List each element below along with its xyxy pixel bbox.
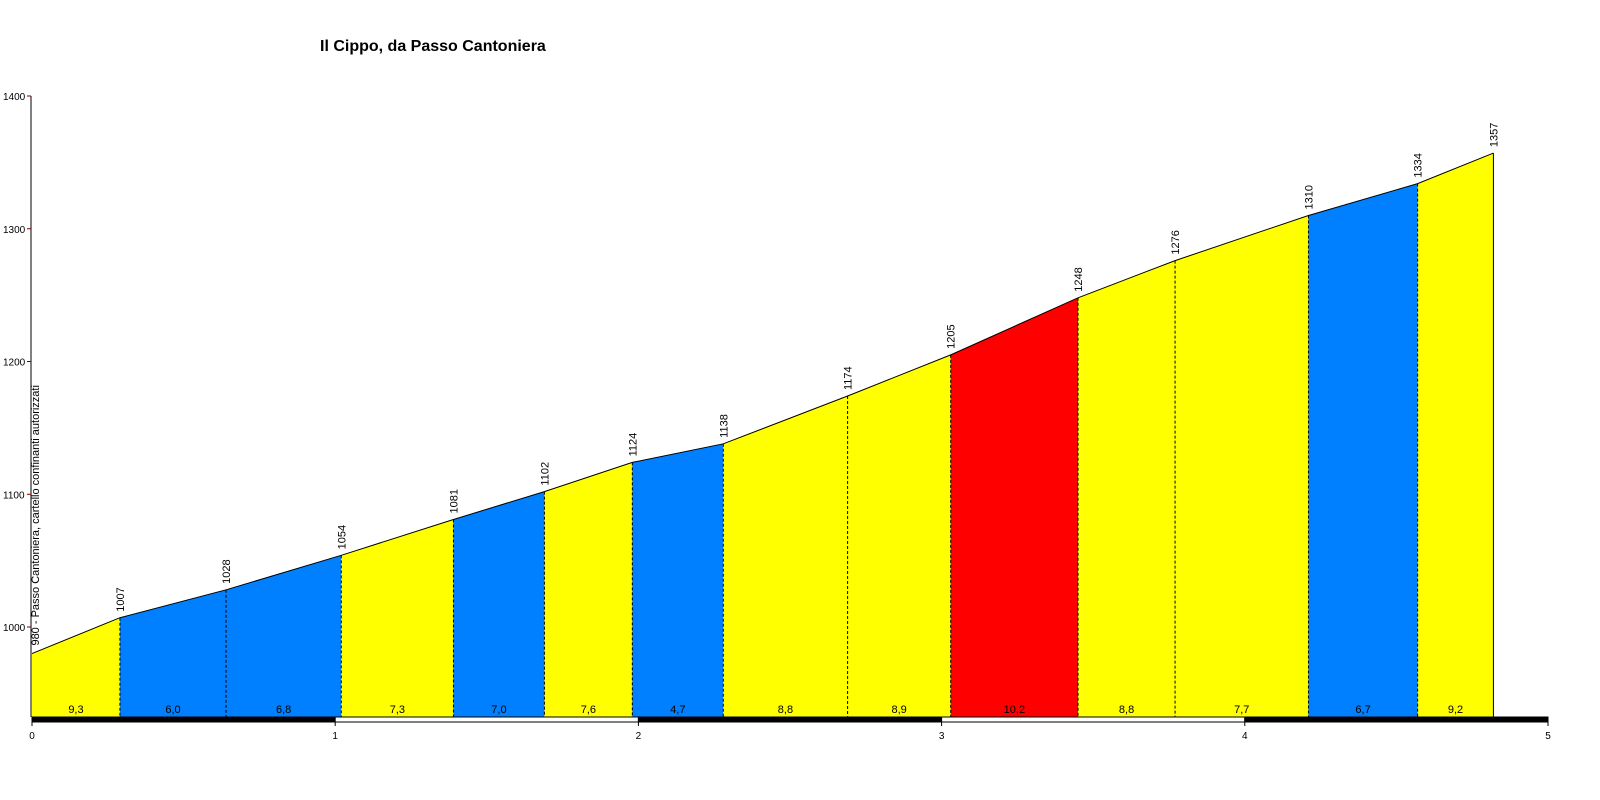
grade-segment <box>1417 153 1494 717</box>
grade-segment <box>119 589 227 717</box>
y-tick-label: 1000 <box>3 623 26 634</box>
grade-segment <box>1175 215 1309 717</box>
grade-segment <box>1308 183 1418 718</box>
elevation-label: 1138 <box>718 414 730 438</box>
y-tick-label: 1400 <box>3 92 26 103</box>
elevation-label: 1276 <box>1170 230 1182 254</box>
grade-label: 7,6 <box>581 704 596 716</box>
x-tick-label: 2 <box>636 731 642 742</box>
grade-segments <box>32 153 1494 718</box>
x-tick-label: 3 <box>939 731 945 742</box>
elevation-label: 1007 <box>115 587 127 611</box>
grade-segment <box>1078 260 1176 717</box>
elevation-label: 1174 <box>843 366 855 390</box>
grade-segment <box>453 491 545 717</box>
grade-label: 8,8 <box>1119 704 1134 716</box>
elevation-profile-line <box>31 152 1494 655</box>
x-tick-label: 0 <box>29 731 35 742</box>
elevation-label: 1334 <box>1413 153 1425 177</box>
grade-label: 9,3 <box>68 704 83 716</box>
grade-label: 6,7 <box>1355 704 1370 716</box>
km-bar <box>941 716 1246 723</box>
chart-title: Il Cippo, da Passo Cantoniera <box>320 38 546 55</box>
elevation-label: 1028 <box>221 559 233 583</box>
grade-segment <box>32 617 120 717</box>
y-tick-label: 1300 <box>3 225 26 236</box>
x-tick-label: 1 <box>332 731 338 742</box>
grade-label: 7,3 <box>390 704 405 716</box>
x-tick-label: 4 <box>1242 731 1248 742</box>
grade-label: 6,8 <box>276 704 291 716</box>
elevation-label: 1205 <box>946 324 958 348</box>
grade-segment <box>950 297 1079 717</box>
x-axis: 0 1 2 3 4 5 <box>29 716 1551 742</box>
grade-segment <box>847 354 951 717</box>
grade-label: 4,7 <box>670 704 685 716</box>
elevation-label: 1310 <box>1303 185 1315 209</box>
grade-segment <box>632 443 724 717</box>
km-bar <box>31 716 336 723</box>
elevation-label: 1054 <box>336 525 348 549</box>
grade-label: 7,7 <box>1234 704 1249 716</box>
elevation-label: 1102 <box>539 462 551 486</box>
grade-segment <box>723 396 848 717</box>
x-tick-label: 5 <box>1545 731 1551 742</box>
grade-label: 8,8 <box>778 704 793 716</box>
y-axis: 1000 1100 1200 1300 1400 <box>3 92 32 717</box>
grade-label: 6,0 <box>165 704 180 716</box>
y-tick-label: 1100 <box>3 490 25 501</box>
elevation-label: 1124 <box>627 433 639 457</box>
elevation-label: 1081 <box>448 489 460 513</box>
elevation-labels: 1007 1028 1054 1081 1102 1124 1138 1174 1205 1248… <box>115 123 1500 612</box>
grade-segment <box>226 555 342 717</box>
elevation-label: 1248 <box>1073 267 1085 291</box>
grade-segment <box>544 462 633 717</box>
y-tick-label: 1200 <box>3 358 26 369</box>
km-bar <box>1244 716 1549 723</box>
elevation-label: 1357 <box>1488 123 1500 147</box>
segment-dividers <box>119 153 1494 717</box>
grade-label: 7,0 <box>491 704 506 716</box>
grade-segment <box>341 519 454 717</box>
grade-label: 10,2 <box>1004 704 1025 716</box>
grade-label: 9,2 <box>1448 704 1463 716</box>
km-bar <box>334 716 639 723</box>
start-point-label: 980 - Passo Cantoniera, cartello confina… <box>30 385 42 645</box>
grade-labels: 9,3 6,0 6,8 7,3 7,0 7,6 4,7 8,8 8,9 10,2 8,8 7,7 6,7… <box>68 704 1463 716</box>
grade-label: 8,9 <box>892 704 907 716</box>
km-bar <box>637 716 943 723</box>
